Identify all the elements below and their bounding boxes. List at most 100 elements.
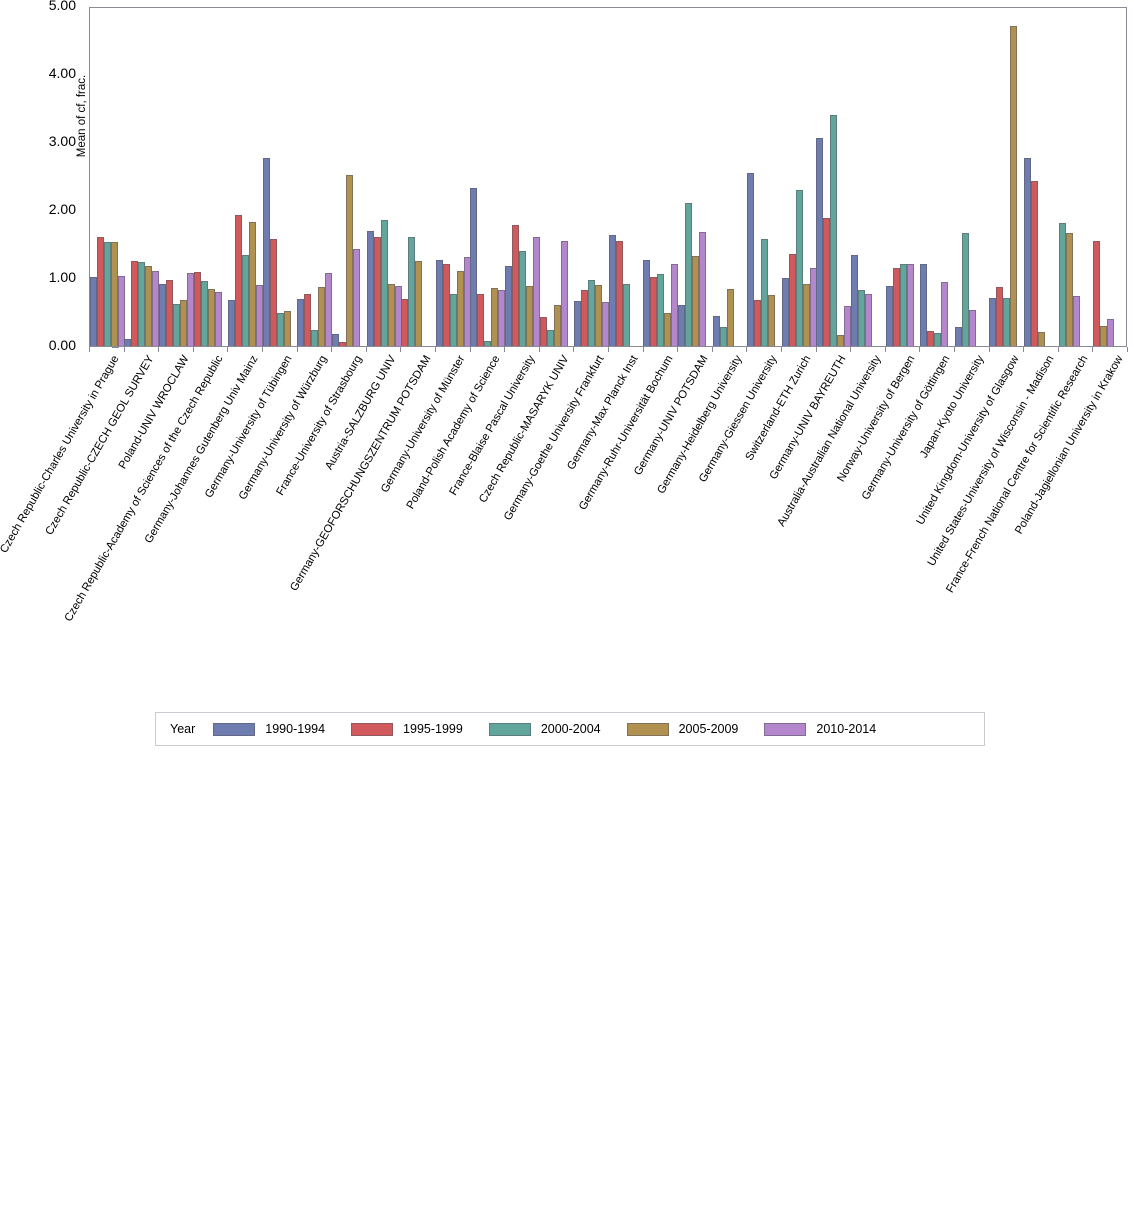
bar[interactable] [553, 305, 561, 346]
bar[interactable] [408, 237, 416, 346]
legend-item[interactable]: 2000-2004 [488, 722, 601, 736]
bar[interactable] [173, 303, 180, 346]
bar[interactable] [830, 115, 838, 346]
bar[interactable] [685, 202, 692, 346]
bar[interactable] [726, 288, 734, 346]
bar[interactable] [989, 297, 997, 346]
bar[interactable] [470, 187, 478, 346]
bar[interactable] [712, 316, 720, 346]
bar[interactable] [719, 326, 727, 346]
bar[interactable] [1100, 326, 1108, 346]
bar[interactable] [581, 290, 589, 346]
bar[interactable] [643, 260, 651, 346]
bar[interactable] [262, 158, 270, 346]
bar[interactable] [138, 262, 146, 346]
bar[interactable] [276, 312, 284, 346]
bar[interactable] [304, 293, 312, 346]
bar[interactable] [615, 240, 623, 346]
bar[interactable] [117, 275, 125, 346]
bar[interactable] [242, 254, 250, 346]
bar[interactable] [1093, 241, 1101, 346]
bar[interactable] [1058, 222, 1066, 346]
bar[interactable] [934, 333, 942, 346]
bar[interactable] [754, 299, 762, 346]
bar[interactable] [200, 281, 208, 346]
bar[interactable] [747, 172, 755, 346]
bar[interactable] [802, 284, 810, 346]
bar[interactable] [885, 286, 893, 346]
bar[interactable] [166, 280, 173, 346]
bar[interactable] [152, 270, 160, 346]
bar[interactable] [906, 263, 914, 346]
bar[interactable] [574, 301, 582, 346]
bar[interactable] [1107, 319, 1115, 346]
bar[interactable] [1031, 180, 1038, 346]
bar[interactable] [664, 312, 672, 346]
bar[interactable] [526, 286, 533, 346]
bar[interactable] [1065, 233, 1073, 346]
bar[interactable] [1072, 296, 1080, 346]
bar[interactable] [512, 224, 519, 346]
bar[interactable] [823, 218, 831, 346]
bar[interactable] [699, 231, 706, 346]
bar[interactable] [692, 255, 699, 346]
bar[interactable] [657, 273, 665, 346]
bar[interactable] [491, 288, 499, 346]
bar[interactable] [539, 316, 547, 346]
bar[interactable] [366, 231, 374, 346]
bar[interactable] [180, 300, 187, 346]
bar[interactable] [235, 214, 243, 346]
bar[interactable] [650, 276, 658, 346]
bar[interactable] [851, 254, 858, 346]
bar[interactable] [110, 241, 118, 346]
bar[interactable] [346, 174, 353, 346]
bar[interactable] [844, 305, 852, 346]
bar[interactable] [387, 284, 395, 346]
bar[interactable] [477, 294, 485, 346]
bar[interactable] [560, 241, 568, 346]
bar[interactable] [463, 256, 471, 346]
bar[interactable] [456, 271, 464, 346]
bar[interactable] [809, 267, 817, 346]
bar[interactable] [311, 329, 319, 346]
bar[interactable] [394, 286, 402, 346]
bar[interactable] [892, 267, 900, 346]
legend-item[interactable]: 1995-1999 [351, 722, 463, 736]
bar[interactable] [373, 236, 381, 346]
bar[interactable] [256, 285, 264, 346]
bar[interactable] [781, 278, 789, 346]
bar[interactable] [1024, 158, 1031, 346]
bar[interactable] [622, 284, 630, 346]
bar[interactable] [207, 288, 215, 346]
bar[interactable] [484, 341, 492, 346]
bar[interactable] [325, 273, 333, 346]
bar[interactable] [228, 299, 236, 346]
bar[interactable] [968, 309, 976, 346]
bar[interactable] [899, 263, 907, 346]
bar[interactable] [533, 237, 540, 346]
bar[interactable] [927, 331, 935, 346]
bar[interactable] [249, 222, 257, 346]
bar[interactable] [297, 299, 305, 346]
bar[interactable] [961, 233, 969, 346]
bar[interactable] [505, 266, 512, 346]
bar[interactable] [795, 189, 803, 346]
bar[interactable] [339, 341, 346, 346]
bar[interactable] [269, 238, 277, 346]
bar[interactable] [353, 249, 360, 346]
bar[interactable] [546, 329, 554, 346]
bar[interactable] [788, 254, 796, 346]
bar[interactable] [1003, 298, 1011, 346]
bar[interactable] [435, 259, 443, 346]
bar[interactable] [1038, 331, 1045, 346]
bar[interactable] [761, 239, 769, 346]
bar[interactable] [941, 282, 949, 346]
bar[interactable] [145, 266, 153, 346]
legend-item[interactable]: 1990-1994 [213, 722, 325, 736]
bar[interactable] [159, 284, 166, 346]
legend-item[interactable]: 2005-2009 [626, 722, 738, 736]
bar[interactable] [283, 311, 291, 346]
bar[interactable] [193, 271, 201, 346]
bar[interactable] [602, 301, 610, 346]
bar[interactable] [96, 237, 104, 346]
